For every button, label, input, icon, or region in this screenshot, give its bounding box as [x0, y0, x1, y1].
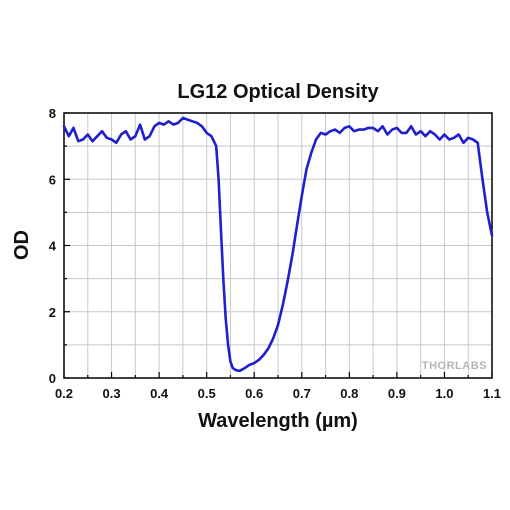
chart-grid [64, 113, 492, 378]
chart-title: LG12 Optical Density [177, 81, 379, 103]
x-tick-label: 0.5 [198, 386, 216, 401]
series-line-od [62, 116, 494, 372]
x-tick-label: 0.9 [388, 386, 406, 401]
x-tick-label: 1.0 [435, 386, 453, 401]
x-tick-label: 0.3 [103, 386, 121, 401]
x-axis-label: Wavelength (µm) [198, 410, 358, 432]
y-tick-label: 4 [49, 239, 57, 254]
x-tick-label: 0.7 [293, 386, 311, 401]
y-tick-label: 0 [49, 371, 56, 386]
x-tick-label: 0.6 [245, 386, 263, 401]
y-tick-label: 6 [49, 172, 56, 187]
y-axis-ticks: 0 2 4 6 8 [49, 106, 70, 386]
x-tick-label: 0.2 [55, 386, 73, 401]
x-tick-label: 0.8 [340, 386, 358, 401]
y-axis-label: OD [11, 230, 33, 260]
x-tick-label: 1.1 [483, 386, 501, 401]
x-axis-ticks: 0.2 0.3 0.4 0.5 0.6 0.7 0.8 0.9 1.0 1.1 [55, 372, 501, 401]
y-tick-label: 8 [49, 106, 56, 121]
thorlabs-watermark: THORLABS [422, 360, 487, 372]
plot-frame [63, 112, 493, 379]
y-tick-label: 2 [49, 305, 56, 320]
x-tick-label: 0.4 [150, 386, 169, 401]
